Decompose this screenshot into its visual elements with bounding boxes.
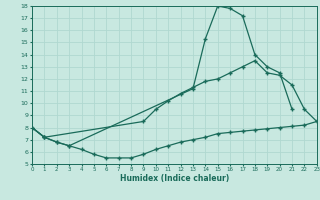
X-axis label: Humidex (Indice chaleur): Humidex (Indice chaleur)	[120, 174, 229, 183]
